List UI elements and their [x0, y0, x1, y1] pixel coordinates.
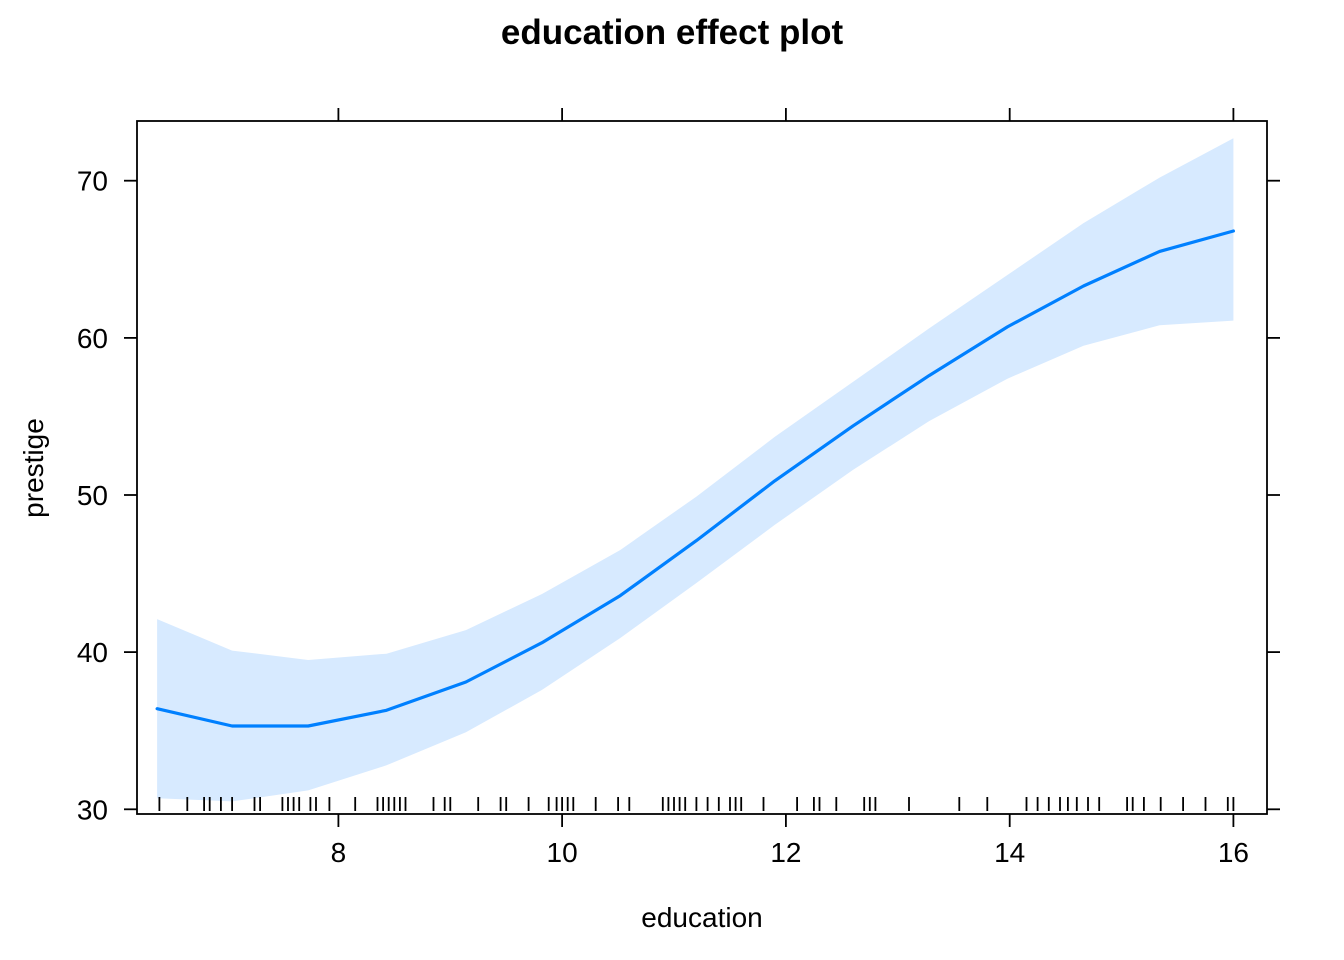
confidence-band [157, 138, 1234, 802]
fit-line-layer [155, 229, 1236, 728]
y-axis-label: prestige [18, 418, 49, 518]
y-tick-label: 30 [77, 794, 108, 825]
axis-layer: 8 10 12 14 16 30 40 50 60 70 [77, 108, 1280, 868]
fitted-effect-line [155, 229, 1236, 728]
chart-title: education effect plot [501, 13, 844, 52]
x-tick-label: 12 [770, 837, 801, 868]
plot-frame [136, 120, 1268, 815]
rug-layer [158, 797, 1235, 811]
y-tick-label: 60 [77, 323, 108, 354]
confidence-band-layer [157, 138, 1234, 802]
x-axis-label: education [641, 902, 762, 933]
x-tick-label: 10 [547, 837, 578, 868]
x-tick-label: 14 [994, 837, 1025, 868]
y-tick-label: 40 [77, 637, 108, 668]
x-tick-label: 8 [331, 837, 347, 868]
x-tick-label: 16 [1218, 837, 1249, 868]
y-tick-label: 50 [77, 480, 108, 511]
y-tick-label: 70 [77, 166, 108, 197]
